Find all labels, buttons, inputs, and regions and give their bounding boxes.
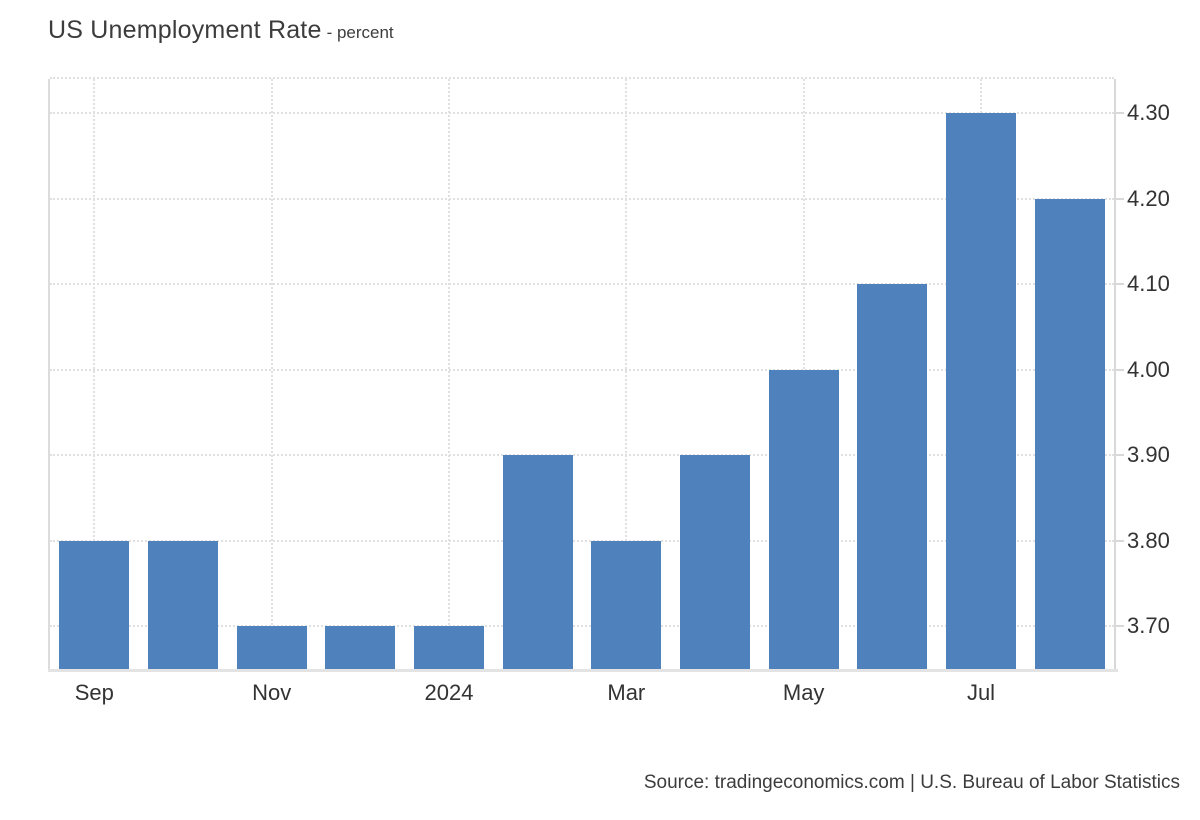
bar-Feb[interactable]: [502, 455, 573, 669]
y-tick-mark: [1114, 283, 1124, 286]
bar-2024[interactable]: [414, 626, 484, 669]
left-axis-line: [48, 79, 50, 671]
y-tick-label: 3.80: [1127, 527, 1170, 553]
y-tick-mark: [1114, 454, 1124, 457]
v-gridline: [625, 79, 628, 669]
h-gridline: [50, 283, 1114, 286]
y-tick-label: 4.30: [1127, 100, 1170, 126]
y-tick-label: 4.10: [1127, 271, 1170, 297]
h-gridline: [50, 197, 1114, 200]
bar-Dec[interactable]: [325, 626, 396, 669]
plot-top-gridline: [50, 77, 1114, 79]
x-tick-label: Jul: [966, 680, 996, 705]
x-tick-label: May: [782, 680, 825, 705]
y-tick-mark: [1114, 197, 1124, 200]
v-gridline: [270, 79, 273, 669]
v-gridline: [448, 79, 450, 669]
bar-Oct[interactable]: [148, 540, 218, 669]
h-gridline: [50, 625, 1114, 628]
bar-Apr[interactable]: [680, 455, 750, 669]
x-tick-label: Nov: [252, 680, 292, 705]
v-gridline: [93, 79, 96, 669]
chart-title: US Unemployment Rate: [48, 16, 322, 44]
bar-Mar[interactable]: [591, 540, 662, 669]
bar-Jun[interactable]: [857, 284, 928, 669]
chart-subtitle: - percent: [326, 23, 394, 42]
bar-May[interactable]: [768, 369, 839, 669]
x-tick-label: 2024: [424, 680, 474, 705]
bar-Jul[interactable]: [946, 113, 1016, 669]
y-tick-label: 4.00: [1127, 356, 1170, 382]
y-tick-mark: [1114, 112, 1124, 115]
bottom-axis-line: [48, 669, 1118, 672]
h-gridline: [50, 112, 1114, 115]
bar-Sep[interactable]: [59, 540, 130, 669]
h-gridline: [50, 368, 1114, 371]
y-tick-mark: [1114, 368, 1124, 371]
chart-header: US Unemployment Rate - percent: [48, 16, 394, 45]
y-tick-mark: [1114, 625, 1124, 628]
source-credit: Source: tradingeconomics.com | U.S. Bure…: [643, 772, 1180, 793]
y-tick-label: 3.70: [1127, 613, 1170, 639]
bar-Nov[interactable]: [236, 626, 307, 669]
h-gridline: [50, 454, 1114, 457]
bar-Aug[interactable]: [1034, 198, 1105, 669]
right-axis-line: [1114, 79, 1116, 669]
h-gridline: [50, 539, 1114, 542]
x-tick-label: Sep: [74, 680, 114, 705]
y-tick-label: 3.90: [1127, 442, 1170, 468]
y-tick-label: 4.20: [1127, 185, 1170, 211]
x-tick-label: Mar: [607, 680, 646, 705]
y-tick-mark: [1114, 539, 1124, 542]
